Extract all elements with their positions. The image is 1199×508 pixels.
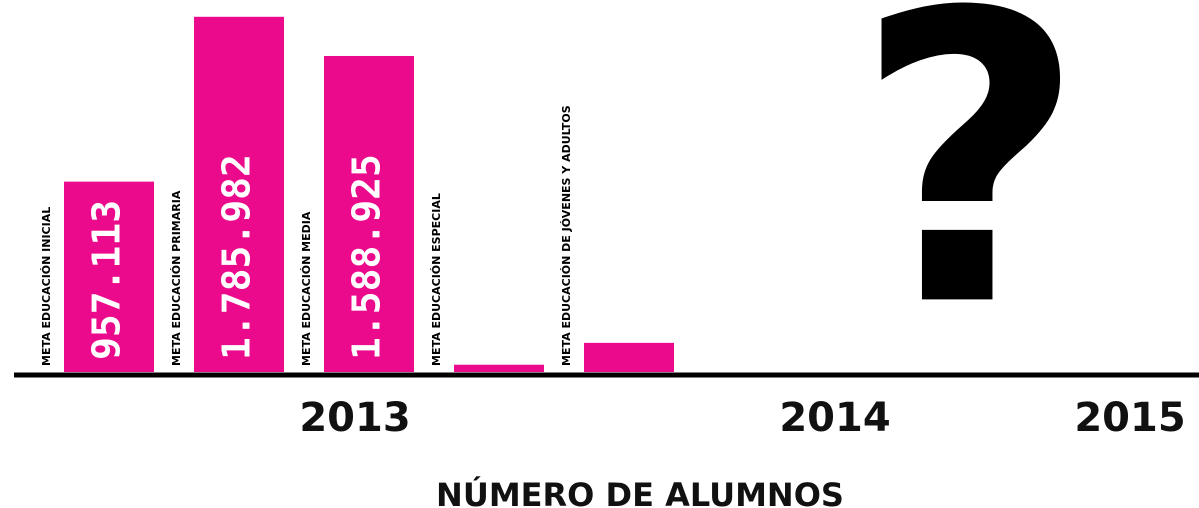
value-label: 146.467 — [605, 175, 649, 335]
value-label: 36.585 — [475, 219, 519, 356]
bar — [454, 364, 544, 372]
question-mark: ? — [854, 0, 1086, 394]
bar — [324, 55, 414, 373]
value-label: 957.113 — [85, 200, 129, 360]
category-label: META EDUCACIÓN INICIAL — [40, 207, 53, 366]
category-label: META EDUCACIÓN DE JÓVENES Y ADULTOS — [560, 105, 573, 366]
year-label: 2014 — [779, 395, 890, 441]
bar — [584, 342, 674, 372]
x-axis-label: NÚMERO DE ALUMNOS — [436, 475, 844, 508]
bar — [194, 16, 284, 372]
bar — [64, 181, 154, 372]
year-label: 2013 — [299, 395, 410, 441]
category-label: META EDUCACIÓN PRIMARIA — [170, 190, 183, 366]
category-label: META EDUCACIÓN ESPECIAL — [430, 193, 443, 366]
category-label: META EDUCACIÓN MEDIA — [300, 211, 313, 366]
year-label: 2015 — [1074, 395, 1185, 441]
value-label: 1.785.982 — [215, 154, 259, 360]
value-label: 1.588.925 — [345, 154, 389, 360]
